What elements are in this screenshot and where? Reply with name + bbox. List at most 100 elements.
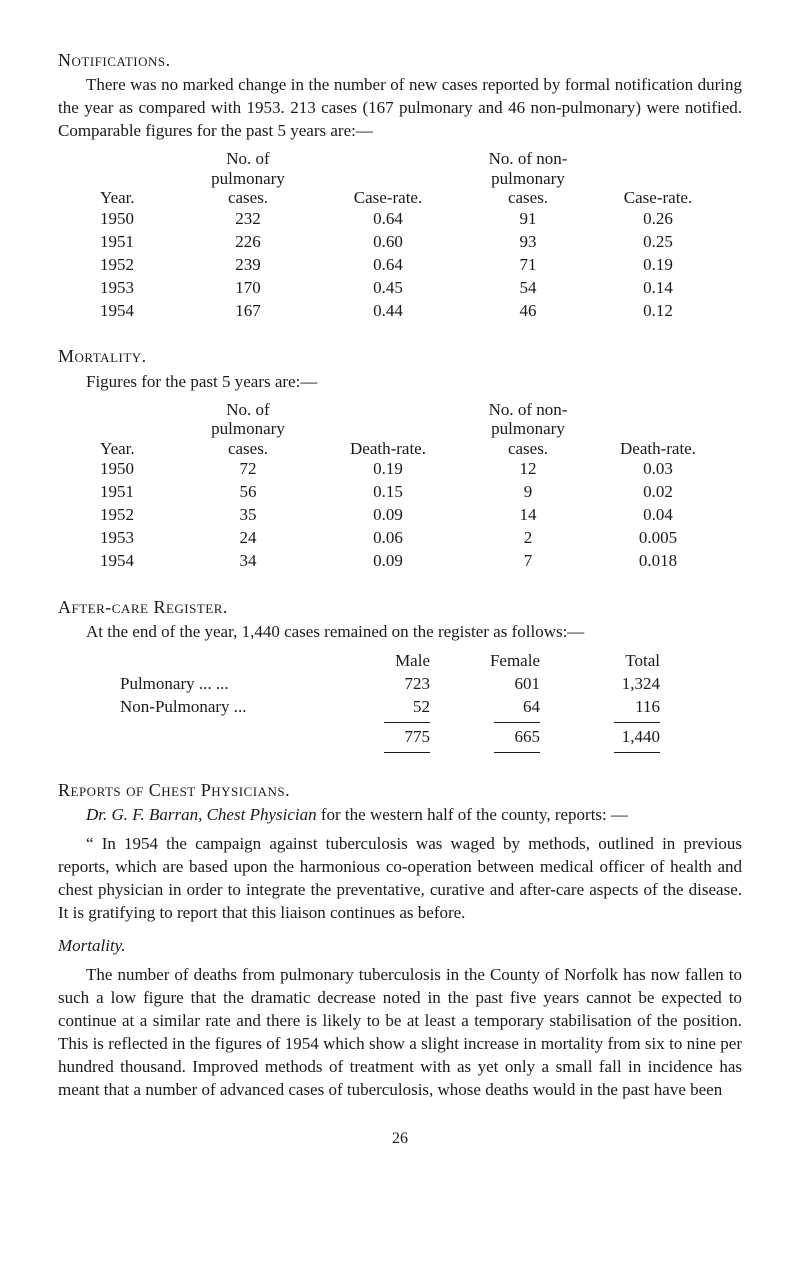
cell-pulm: 72 (178, 458, 318, 481)
table-row: Non-Pulmonary ... 52 64 116 (58, 696, 742, 719)
col-female: Female (458, 650, 568, 673)
cell-dr2: 0.02 (598, 481, 718, 504)
cell-total: 116 (568, 696, 688, 719)
rule-icon (568, 749, 688, 756)
cell-pulm: 24 (178, 527, 318, 550)
table-row: Pulmonary ... ... 723 601 1,324 (58, 673, 742, 696)
notifications-table: Year. No. of pulmonary cases. Case-rate.… (58, 149, 742, 322)
reports-paragraph-2: The number of deaths from pulmonary tube… (58, 964, 742, 1102)
cell-cr2: 0.26 (598, 208, 718, 231)
total-total: 1,440 (568, 726, 688, 749)
cell-pulm: 34 (178, 550, 318, 573)
total-female: 665 (458, 726, 568, 749)
rule-row (58, 719, 742, 726)
cell-cr2: 0.12 (598, 300, 718, 323)
table-row: 1952 35 0.09 14 0.04 (58, 504, 742, 527)
mortality-heading: Mortality. (58, 344, 742, 368)
cell-year: 1953 (58, 277, 178, 300)
cell-cr2: 0.19 (598, 254, 718, 277)
col-case-rate: Case-rate. (318, 188, 458, 208)
cell-cr1: 0.64 (318, 208, 458, 231)
col-pulmonary: No. of pulmonary cases. (178, 149, 318, 208)
col-death-rate-2: Death-rate. (598, 439, 718, 459)
rule-icon (358, 719, 458, 726)
attribution-rest: for the western half of the county, repo… (317, 805, 628, 824)
table-row: 1952 239 0.64 71 0.19 (58, 254, 742, 277)
cell-year: 1954 (58, 300, 178, 323)
cell-male: 52 (358, 696, 458, 719)
cell-nonpulm: 71 (458, 254, 598, 277)
cell-dr1: 0.15 (318, 481, 458, 504)
aftercare-intro: At the end of the year, 1,440 cases rema… (58, 621, 742, 644)
cell-pulm: 232 (178, 208, 318, 231)
cell-total: 1,324 (568, 673, 688, 696)
cell-cr1: 0.64 (318, 254, 458, 277)
rule-icon (458, 719, 568, 726)
cell-dr2: 0.03 (598, 458, 718, 481)
table-row: 1950 72 0.19 12 0.03 (58, 458, 742, 481)
cell-cr1: 0.44 (318, 300, 458, 323)
row-label: Pulmonary ... ... (58, 673, 358, 696)
cell-year: 1954 (58, 550, 178, 573)
cell-cr1: 0.60 (318, 231, 458, 254)
cell-cr2: 0.25 (598, 231, 718, 254)
row-label: Non-Pulmonary ... (58, 696, 358, 719)
cell-nonpulm: 7 (458, 550, 598, 573)
rule-icon (458, 749, 568, 756)
table-header-row: Year. No. of pulmonary cases. Case-rate.… (58, 149, 742, 208)
col-total: Total (568, 650, 688, 673)
cell-pulm: 56 (178, 481, 318, 504)
cell-pulm: 35 (178, 504, 318, 527)
cell-pulm: 239 (178, 254, 318, 277)
reports-attribution: Dr. G. F. Barran, Chest Physician for th… (58, 804, 742, 827)
cell-cr1: 0.45 (318, 277, 458, 300)
col-non-pulmonary: No. of non- pulmonary cases. (458, 400, 598, 459)
cell-dr2: 0.04 (598, 504, 718, 527)
cell-nonpulm: 46 (458, 300, 598, 323)
rule-icon (568, 719, 688, 726)
cell-nonpulm: 12 (458, 458, 598, 481)
attribution-italic: Dr. G. F. Barran, Chest Physician (86, 805, 317, 824)
cell-male: 723 (358, 673, 458, 696)
cell-dr1: 0.06 (318, 527, 458, 550)
notifications-paragraph: There was no marked change in the number… (58, 74, 742, 143)
table-row: 1954 167 0.44 46 0.12 (58, 300, 742, 323)
table-header-row: Male Female Total (58, 650, 742, 673)
cell-nonpulm: 9 (458, 481, 598, 504)
mortality-table: Year. No. of pulmonary cases. Death-rate… (58, 400, 742, 573)
cell-year: 1950 (58, 458, 178, 481)
cell-year: 1952 (58, 254, 178, 277)
aftercare-heading: After-care Register. (58, 595, 742, 619)
cell-dr1: 0.19 (318, 458, 458, 481)
cell-pulm: 167 (178, 300, 318, 323)
table-header-row: Year. No. of pulmonary cases. Death-rate… (58, 400, 742, 459)
cell-dr2: 0.018 (598, 550, 718, 573)
col-year: Year. (58, 188, 178, 208)
table-row: 1953 170 0.45 54 0.14 (58, 277, 742, 300)
cell-nonpulm: 2 (458, 527, 598, 550)
cell-pulm: 226 (178, 231, 318, 254)
cell-year: 1951 (58, 231, 178, 254)
cell-nonpulm: 93 (458, 231, 598, 254)
table-row: 1950 232 0.64 91 0.26 (58, 208, 742, 231)
cell-year: 1951 (58, 481, 178, 504)
rule-row (58, 749, 742, 756)
aftercare-table: Male Female Total Pulmonary ... ... 723 … (58, 650, 742, 756)
cell-dr1: 0.09 (318, 504, 458, 527)
cell-cr2: 0.14 (598, 277, 718, 300)
table-row: 1954 34 0.09 7 0.018 (58, 550, 742, 573)
col-death-rate: Death-rate. (318, 439, 458, 459)
cell-female: 601 (458, 673, 568, 696)
notifications-heading: Notifications. (58, 48, 742, 72)
cell-year: 1952 (58, 504, 178, 527)
total-male: 775 (358, 726, 458, 749)
reports-heading: Reports of Chest Physicians. (58, 778, 742, 802)
cell-pulm: 170 (178, 277, 318, 300)
page-number: 26 (58, 1128, 742, 1150)
col-non-pulmonary: No. of non- pulmonary cases. (458, 149, 598, 208)
table-row: 1951 56 0.15 9 0.02 (58, 481, 742, 504)
rule-icon (358, 749, 458, 756)
totals-row: 775 665 1,440 (58, 726, 742, 749)
cell-year: 1950 (58, 208, 178, 231)
cell-dr1: 0.09 (318, 550, 458, 573)
